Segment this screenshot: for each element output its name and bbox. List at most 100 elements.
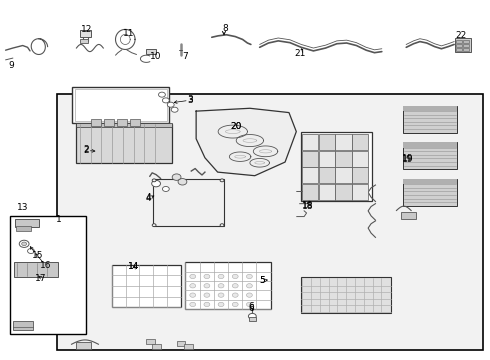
Text: 20: 20 <box>230 122 242 131</box>
Circle shape <box>22 242 26 246</box>
Text: 1: 1 <box>55 215 61 224</box>
Circle shape <box>218 284 224 288</box>
Text: 2: 2 <box>83 145 89 154</box>
Bar <box>75 89 167 121</box>
Bar <box>104 119 114 126</box>
Text: 3: 3 <box>187 95 193 104</box>
Bar <box>185 262 271 309</box>
Bar <box>335 134 351 150</box>
Text: 4: 4 <box>146 193 151 202</box>
Bar <box>14 262 58 277</box>
Circle shape <box>152 179 156 182</box>
Text: 18: 18 <box>302 201 313 210</box>
Bar <box>335 184 351 200</box>
Text: 21: 21 <box>294 49 305 58</box>
Bar <box>352 151 368 167</box>
Circle shape <box>19 240 29 247</box>
Circle shape <box>204 274 210 279</box>
Bar <box>15 219 39 226</box>
Bar <box>352 167 368 183</box>
Text: 14: 14 <box>128 262 139 271</box>
Circle shape <box>178 179 187 185</box>
Circle shape <box>204 302 210 307</box>
Bar <box>319 151 335 167</box>
Bar <box>335 167 351 183</box>
Bar <box>456 40 462 43</box>
Text: 19: 19 <box>401 155 413 164</box>
Circle shape <box>159 92 165 97</box>
Text: 9: 9 <box>8 61 14 70</box>
Circle shape <box>190 284 196 288</box>
Bar <box>302 184 318 200</box>
Circle shape <box>190 274 196 279</box>
Bar <box>13 321 33 330</box>
Circle shape <box>190 293 196 297</box>
Text: 13: 13 <box>17 203 28 212</box>
Bar <box>80 40 88 43</box>
Circle shape <box>246 284 252 288</box>
Circle shape <box>27 248 34 253</box>
Bar <box>72 87 169 123</box>
Text: 5: 5 <box>260 276 266 285</box>
Bar <box>112 265 181 307</box>
Bar <box>403 142 457 148</box>
Bar <box>301 132 371 201</box>
Text: 11: 11 <box>123 29 134 38</box>
Bar <box>319 134 335 150</box>
Text: 19: 19 <box>401 154 413 163</box>
Bar <box>302 134 318 150</box>
Bar <box>80 30 91 37</box>
Bar <box>302 167 318 183</box>
Circle shape <box>248 314 256 319</box>
Bar <box>403 142 457 169</box>
Bar <box>403 179 457 184</box>
Bar <box>147 49 156 54</box>
Circle shape <box>232 284 238 288</box>
Bar <box>76 124 172 163</box>
Circle shape <box>190 302 196 307</box>
Text: 6: 6 <box>248 303 254 312</box>
Bar <box>302 151 318 167</box>
Bar <box>456 44 462 47</box>
Text: 5: 5 <box>260 276 266 285</box>
Text: 22: 22 <box>455 31 466 40</box>
Text: 16: 16 <box>40 261 52 270</box>
Circle shape <box>220 224 224 226</box>
Circle shape <box>167 102 174 107</box>
Bar <box>463 44 469 47</box>
Bar <box>57 94 483 350</box>
Bar <box>176 341 185 346</box>
Bar <box>117 119 127 126</box>
Bar <box>456 48 462 51</box>
Bar <box>153 179 224 226</box>
Bar <box>319 167 335 183</box>
Circle shape <box>246 274 252 279</box>
Circle shape <box>162 98 169 103</box>
Bar <box>152 343 161 348</box>
Circle shape <box>232 274 238 279</box>
Circle shape <box>218 293 224 297</box>
Bar <box>184 344 193 349</box>
Bar <box>147 339 155 344</box>
Text: 10: 10 <box>150 52 162 61</box>
Circle shape <box>246 302 252 307</box>
Bar <box>130 119 140 126</box>
Bar <box>401 212 416 220</box>
Circle shape <box>204 284 210 288</box>
Circle shape <box>220 179 224 182</box>
Bar <box>352 134 368 150</box>
Circle shape <box>218 302 224 307</box>
Circle shape <box>162 186 169 192</box>
Bar <box>319 184 335 200</box>
Text: 17: 17 <box>35 274 47 283</box>
Text: 2: 2 <box>83 146 89 155</box>
Text: 15: 15 <box>31 251 43 260</box>
Bar <box>455 38 471 51</box>
Text: 20: 20 <box>230 122 242 131</box>
Bar <box>403 106 457 133</box>
Circle shape <box>232 302 238 307</box>
Bar <box>16 226 31 231</box>
Circle shape <box>204 293 210 297</box>
Bar <box>301 277 391 313</box>
Bar <box>10 216 86 334</box>
